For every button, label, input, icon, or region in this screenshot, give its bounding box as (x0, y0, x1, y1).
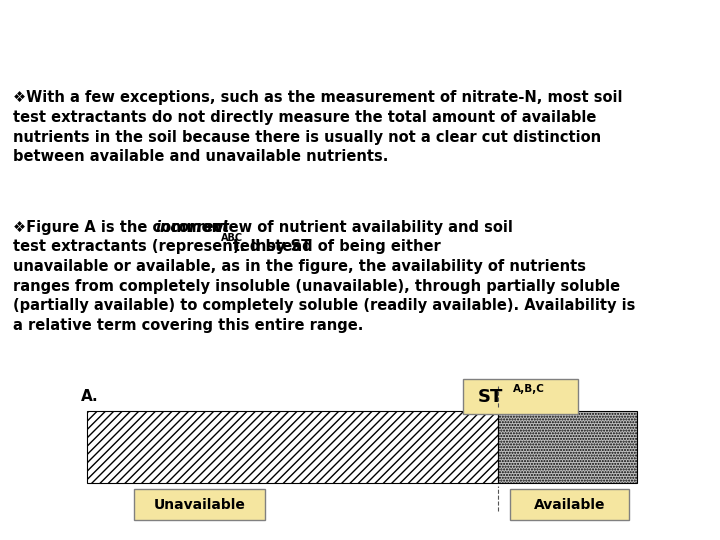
Text: (partially available) to completely soluble (readily available). Availability is: (partially available) to completely solu… (13, 298, 635, 313)
Text: Unavailable: Unavailable (153, 497, 246, 511)
Bar (87, 410, 498, 483)
Bar (510, 489, 629, 520)
Text: Understanding extractants: Understanding extractants (212, 0, 508, 15)
Text: ABC: ABC (221, 233, 243, 243)
Text: a relative term covering this entire range.: a relative term covering this entire ran… (13, 318, 364, 333)
Text: ❖Figure A is the common: ❖Figure A is the common (13, 220, 228, 234)
Bar (135, 489, 264, 520)
Text: A.: A. (81, 389, 99, 404)
Bar (498, 410, 637, 483)
Text: ranges from completely insoluble (unavailable), through partially soluble: ranges from completely insoluble (unavai… (13, 279, 620, 294)
Text: Available: Available (534, 497, 605, 511)
Text: test extractants do not directly measure the total amount of available: test extractants do not directly measure… (13, 110, 596, 125)
Text: incorrect: incorrect (156, 220, 230, 234)
Text: A,B,C: A,B,C (513, 384, 545, 394)
Bar (463, 379, 578, 414)
Text: ❖With a few exceptions, such as the measurement of nitrate-N, most soil: ❖With a few exceptions, such as the meas… (13, 90, 623, 105)
Text: test extractants (represented by ST: test extractants (represented by ST (13, 239, 311, 254)
Text: ST: ST (477, 388, 503, 406)
Text: view of nutrient availability and soil: view of nutrient availability and soil (209, 220, 513, 234)
Text: unavailable or available, as in the figure, the availability of nutrients: unavailable or available, as in the figu… (13, 259, 586, 274)
Text: between available and unavailable nutrients.: between available and unavailable nutrie… (13, 150, 388, 164)
Text: nutrients in the soil because there is usually not a clear cut distinction: nutrients in the soil because there is u… (13, 130, 601, 145)
Text: ). Instead of being either: ). Instead of being either (233, 239, 441, 254)
